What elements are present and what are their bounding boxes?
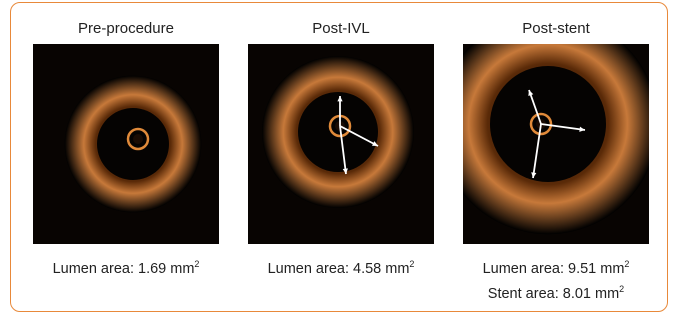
catheter-core xyxy=(133,134,143,144)
caption-superscript: 2 xyxy=(619,284,624,294)
oct-image xyxy=(248,44,434,244)
captions: Lumen area: 1.69 mm2 xyxy=(6,254,246,279)
caption: Stent area: 8.01 mm2 xyxy=(436,279,676,304)
captions: Lumen area: 4.58 mm2 xyxy=(221,254,461,279)
panel-title: Pre-procedure xyxy=(26,20,226,37)
lumen xyxy=(298,92,378,172)
caption-text: Lumen area: 1.69 mm xyxy=(53,261,195,277)
caption: Lumen area: 9.51 mm2 xyxy=(436,254,676,279)
oct-image xyxy=(33,44,219,244)
lumen xyxy=(97,108,169,180)
caption: Lumen area: 1.69 mm2 xyxy=(6,254,246,279)
caption-text: Lumen area: 9.51 mm xyxy=(483,261,625,277)
caption-text: Lumen area: 4.58 mm xyxy=(268,261,410,277)
panel-title: Post-stent xyxy=(456,20,656,37)
caption-superscript: 2 xyxy=(624,259,629,269)
caption-text: Stent area: 8.01 mm xyxy=(488,286,619,302)
lumen xyxy=(490,66,606,182)
oct-image xyxy=(463,44,649,244)
caption-superscript: 2 xyxy=(409,259,414,269)
caption: Lumen area: 4.58 mm2 xyxy=(221,254,461,279)
panel-title: Post-IVL xyxy=(241,20,441,37)
caption-superscript: 2 xyxy=(194,259,199,269)
